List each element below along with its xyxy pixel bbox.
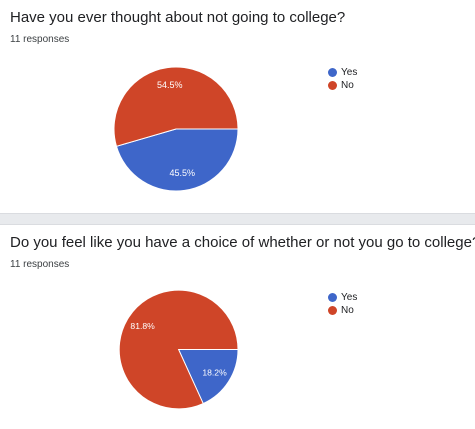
slice-label-yes: 45.5% — [170, 168, 196, 178]
pie-slice-no[interactable] — [118, 289, 239, 410]
pie-slice-yes[interactable] — [115, 128, 239, 192]
question-card-1: Have you ever thought about not going to… — [0, 0, 475, 213]
legend-label-yes: Yes — [341, 292, 358, 303]
legend-item-no[interactable]: No — [328, 79, 357, 92]
pie-slice-yes[interactable] — [177, 349, 239, 405]
slice-label-yes: 18.2% — [202, 368, 227, 378]
slice-label-no: 81.8% — [130, 321, 155, 331]
response-count: 11 responses — [10, 34, 70, 45]
question-card-2: Do you feel like you have a choice of wh… — [0, 225, 475, 429]
legend-swatch-no — [328, 306, 337, 315]
card-divider — [0, 213, 475, 225]
legend-item-no[interactable]: No — [328, 304, 357, 317]
legend-label-no: No — [341, 80, 354, 91]
pie-chart: 45.5% 54.5% — [113, 66, 239, 192]
chart-legend: Yes No — [328, 66, 357, 92]
legend-label-no: No — [341, 305, 354, 316]
response-count: 11 responses — [10, 259, 70, 270]
question-title: Have you ever thought about not going to… — [10, 9, 346, 26]
slice-label-no: 54.5% — [157, 80, 183, 90]
chart-legend: Yes No — [328, 291, 357, 317]
legend-item-yes[interactable]: Yes — [328, 291, 357, 304]
question-title: Do you feel like you have a choice of wh… — [10, 234, 475, 251]
pie-chart: 18.2% 81.8% — [118, 289, 239, 410]
legend-swatch-yes — [328, 293, 337, 302]
legend-label-yes: Yes — [341, 67, 358, 78]
legend-item-yes[interactable]: Yes — [328, 66, 357, 79]
legend-swatch-no — [328, 81, 337, 90]
legend-swatch-yes — [328, 68, 337, 77]
pie-slice-no[interactable] — [113, 66, 239, 147]
